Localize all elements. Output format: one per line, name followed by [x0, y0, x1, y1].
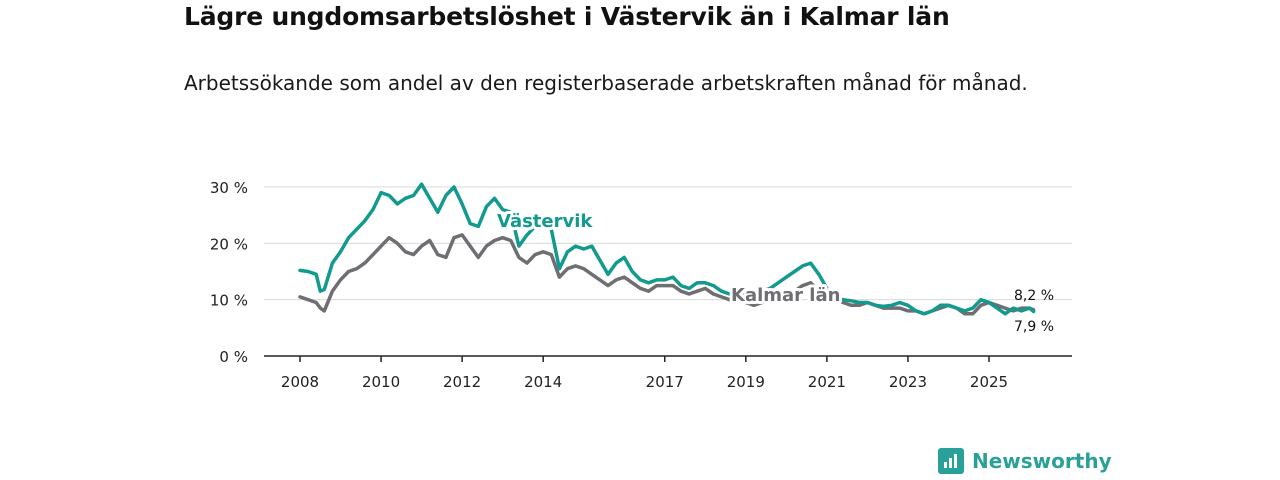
y-tick-label: 20 % [210, 235, 248, 253]
y-tick-label: 0 % [219, 348, 248, 366]
x-tick-label: 2019 [727, 373, 765, 391]
brand-name: Newsworthy [972, 449, 1112, 473]
x-tick-label: 2012 [443, 373, 481, 391]
chart-subtitle: Arbetssökande som andel av den registerb… [184, 71, 1028, 95]
end-label-vastervik: 7,9 % [1014, 319, 1054, 335]
x-tick-label: 2021 [808, 373, 846, 391]
y-tick-label: 30 % [210, 179, 248, 197]
series-label-vastervik: Västervik [497, 211, 593, 232]
end-label-kalmar: 8,2 % [1014, 288, 1054, 304]
x-tick-label: 2014 [524, 373, 562, 391]
series-label-kalmar-halo: Kalmar län [731, 285, 840, 306]
x-tick-label: 2025 [970, 373, 1008, 391]
series-line-vastervik [298, 182, 1036, 316]
newsworthy-brand: Newsworthy [938, 448, 1112, 474]
series-label-kalmar: Kalmar län [731, 285, 840, 306]
x-tick-label: 2017 [646, 373, 684, 391]
series-label-vastervik-halo: Västervik [497, 211, 593, 232]
x-tick-label: 2023 [889, 373, 927, 391]
x-tick-label: 2010 [362, 373, 400, 391]
y-tick-label: 10 % [210, 292, 248, 310]
chart-title: Lägre ungdomsarbetslöshet i Västervik än… [184, 2, 950, 31]
series-line-kalmar [298, 233, 1036, 316]
x-tick-label: 2008 [281, 373, 319, 391]
newsworthy-logo-icon [938, 448, 964, 474]
